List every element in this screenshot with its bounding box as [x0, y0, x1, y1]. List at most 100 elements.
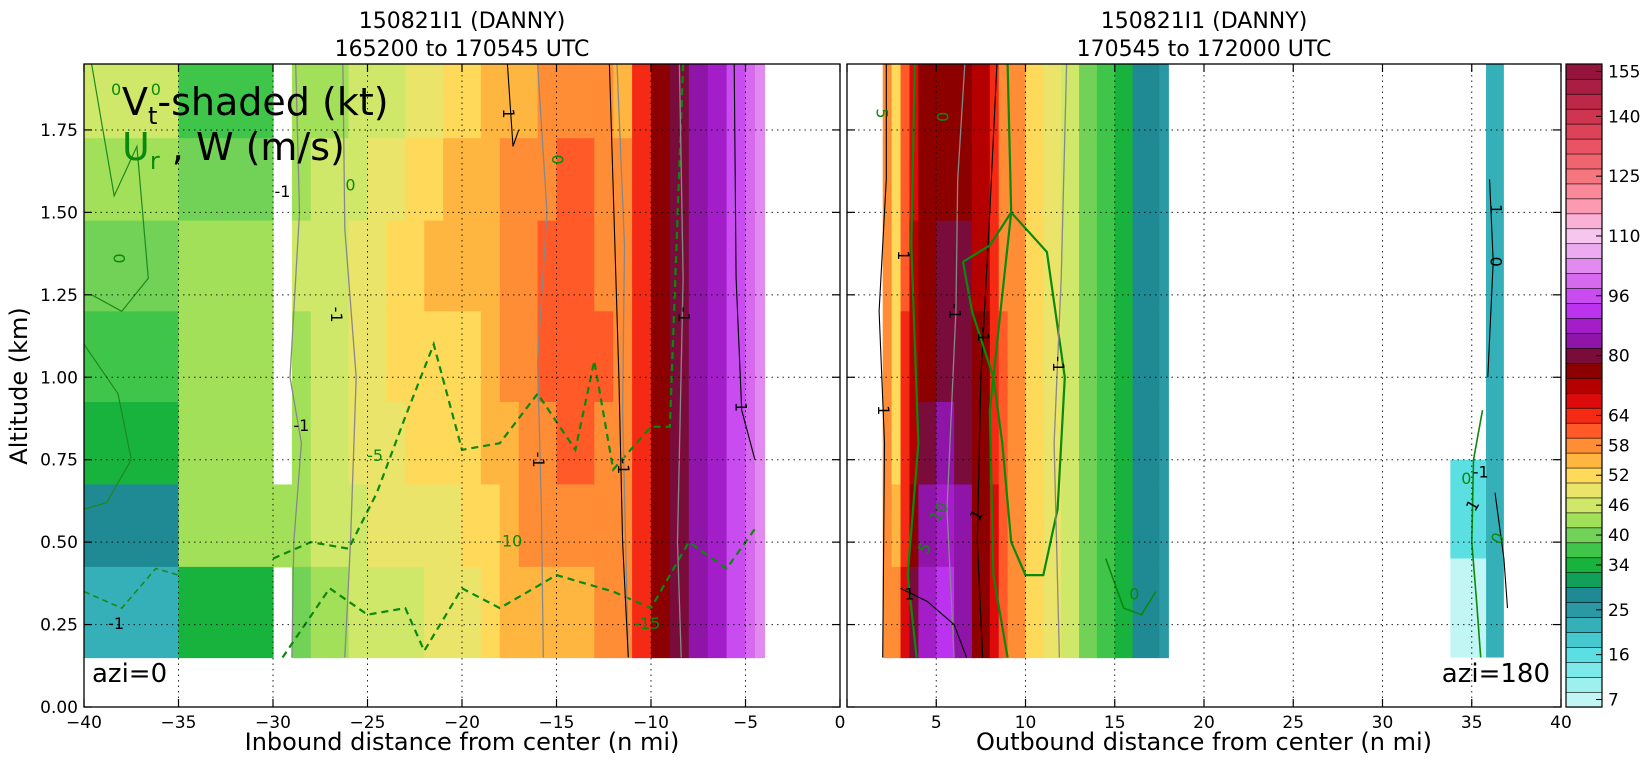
colorbar-swatch	[1565, 302, 1603, 319]
vt-cell	[998, 401, 1009, 486]
colorbar-swatch	[1565, 153, 1603, 170]
vt-cell	[745, 220, 756, 312]
y-tick-label: 0.25	[40, 616, 78, 636]
x-tick-label: 35	[1461, 713, 1483, 733]
vt-cell	[954, 401, 973, 486]
vt-cell	[1043, 64, 1062, 139]
vt-cell	[754, 566, 765, 659]
contour-label: -5	[367, 446, 383, 465]
vt-cell	[613, 484, 633, 568]
x-tick-label: 15	[1104, 713, 1126, 733]
colorbar-swatch	[1565, 243, 1603, 259]
vt-cell	[310, 138, 331, 222]
contour-label: 0	[111, 80, 121, 99]
vt-cell	[386, 484, 406, 568]
vt-cell	[499, 484, 520, 568]
vt-cell	[891, 566, 902, 659]
vt-cell	[1007, 64, 1027, 139]
contour-line	[608, 64, 629, 658]
vt-cell	[1007, 220, 1027, 312]
x-tick-label: 20	[1193, 713, 1215, 733]
vt-cell	[918, 64, 937, 139]
vt-cell	[998, 311, 1009, 403]
vt-cell	[291, 566, 312, 659]
colorbar-swatch	[1565, 422, 1603, 439]
vt-cell	[462, 138, 482, 222]
vt-cell	[480, 138, 501, 222]
contour-line	[878, 64, 887, 658]
y-tick-label: 0.00	[40, 698, 78, 718]
vt-cell	[651, 138, 671, 222]
vt-cell	[575, 64, 595, 139]
vt-cell	[594, 64, 614, 139]
vt-cell	[556, 566, 576, 659]
vt-cell	[443, 138, 463, 222]
vt-cell	[882, 566, 893, 659]
vt-cell	[971, 64, 991, 139]
contour-line	[272, 64, 685, 560]
vt-cell	[443, 220, 463, 312]
vt-cell	[348, 484, 369, 568]
vt-cell	[1007, 566, 1027, 659]
contour-label: 1	[904, 584, 914, 603]
vt-cell	[1061, 401, 1080, 486]
vt-cell	[518, 311, 539, 403]
vt-cell	[405, 484, 425, 568]
vt-cell	[178, 220, 274, 312]
vt-cell	[754, 220, 765, 312]
vt-cell	[1159, 220, 1169, 312]
colorbar-tick-label: 64	[1608, 406, 1630, 426]
vt-cell	[84, 138, 180, 222]
vt-cell	[1114, 64, 1134, 139]
x-tick-label: −40	[66, 713, 102, 733]
left-x-axis-label: Inbound distance from center (n mi)	[245, 728, 680, 756]
vt-cell	[707, 566, 728, 659]
colorbar-swatch	[1565, 482, 1603, 499]
vt-cell	[989, 138, 1000, 222]
vt-cell	[518, 484, 539, 568]
contour-label: 0	[1129, 584, 1139, 603]
vt-cell	[537, 220, 558, 312]
vt-cell	[900, 64, 911, 139]
vt-cell	[84, 484, 180, 568]
contour-label: 1	[1487, 204, 1506, 214]
vt-cell	[651, 484, 671, 568]
vt-cell	[989, 220, 1000, 312]
contour-line	[536, 64, 548, 658]
contour-line	[1470, 410, 1484, 658]
vt-cell	[443, 566, 463, 659]
left-panel: −40 −35 −30 −25 −20 −15 −10 −5 0 0.00 0.25 0.50 0.75…	[5, 9, 845, 756]
vt-cell	[594, 566, 614, 659]
vt-cell	[386, 138, 406, 222]
y-axis-label: Altitude (km)	[5, 307, 33, 464]
vt-cell	[998, 220, 1009, 312]
contour-line	[506, 64, 520, 147]
vt-cell	[424, 220, 444, 312]
contour-line	[1494, 492, 1509, 609]
vt-cell	[1132, 484, 1160, 568]
vt-cell	[707, 401, 728, 486]
vt-cell	[613, 220, 633, 312]
vt-cell	[537, 64, 558, 139]
vt-cell	[575, 401, 595, 486]
contour-label: 1	[499, 108, 518, 118]
contour-label: 0	[109, 253, 128, 263]
vt-cell	[556, 138, 576, 222]
vt-cell	[613, 64, 633, 139]
vt-cell	[1114, 138, 1134, 222]
colorbar-swatch	[1565, 587, 1603, 603]
vt-cell	[998, 64, 1009, 139]
contour-line	[676, 64, 684, 658]
contour-label: -1	[946, 303, 965, 319]
vt-cell	[688, 138, 709, 222]
vt-cell	[462, 64, 482, 139]
colorbar-swatch	[1565, 78, 1603, 95]
colorbar-swatch	[1565, 377, 1603, 394]
vt-cell	[405, 220, 425, 312]
vt-cell	[745, 311, 756, 403]
vt-cell	[462, 311, 482, 403]
vt-cell	[348, 311, 369, 403]
legend-ur-w-line: Ur , W (m/s)	[122, 125, 345, 175]
vt-cell	[900, 484, 911, 568]
